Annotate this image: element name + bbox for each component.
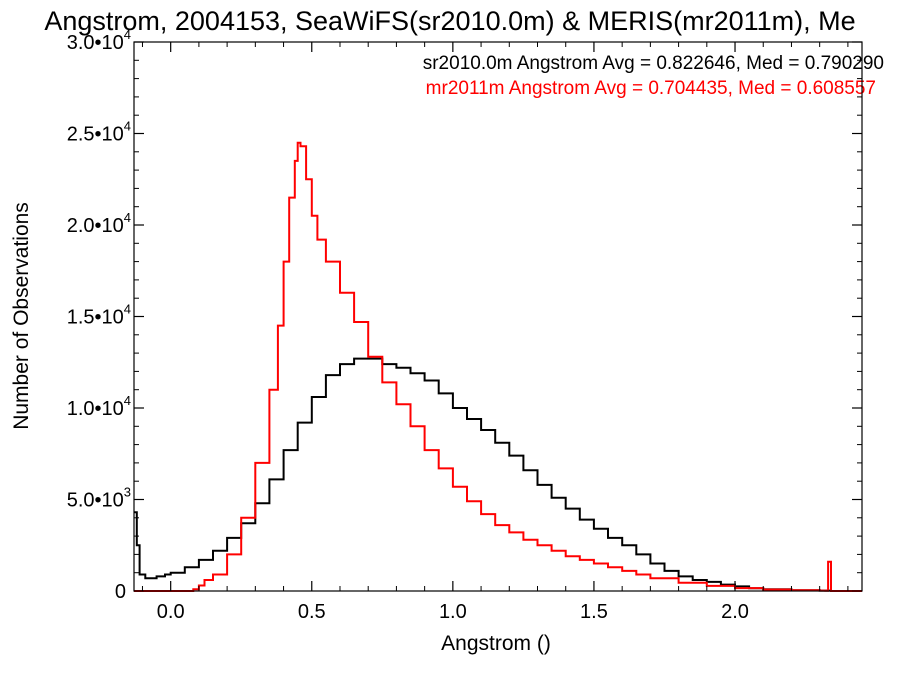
plot-frame — [133, 41, 863, 592]
y-tick-label: 0 — [115, 581, 126, 603]
x-tick-label: 1.0 — [439, 601, 467, 623]
x-tick-label: 1.5 — [580, 601, 608, 623]
y-tick-label: 2.0•104 — [67, 210, 131, 237]
x-tick-label: 0.5 — [298, 601, 326, 623]
y-tick-label: 2.5•104 — [67, 119, 131, 146]
chart-title: Angstrom, 2004153, SeaWiFS(sr2010.0m) & … — [44, 6, 855, 36]
y-tick-label: 5.0•103 — [67, 485, 131, 512]
legend-entry-sr2010: sr2010.0m Angstrom Avg = 0.822646, Med =… — [423, 53, 884, 74]
x-tick-label: 2.0 — [721, 601, 749, 623]
y-tick-label: 3.0•104 — [67, 27, 131, 54]
y-tick-label: 1.5•104 — [67, 302, 131, 329]
y-tick-label: 1.0•104 — [67, 393, 131, 420]
x-axis-label: Angstrom () — [441, 632, 551, 655]
series-line-mr2011 — [134, 141, 862, 592]
legend-entry-mr2011: mr2011m Angstrom Avg = 0.704435, Med = 0… — [426, 78, 876, 99]
y-axis-label: Number of Observations — [10, 202, 33, 430]
x-tick-label: 0.0 — [157, 601, 185, 623]
series-line-sr2010 — [134, 357, 832, 592]
